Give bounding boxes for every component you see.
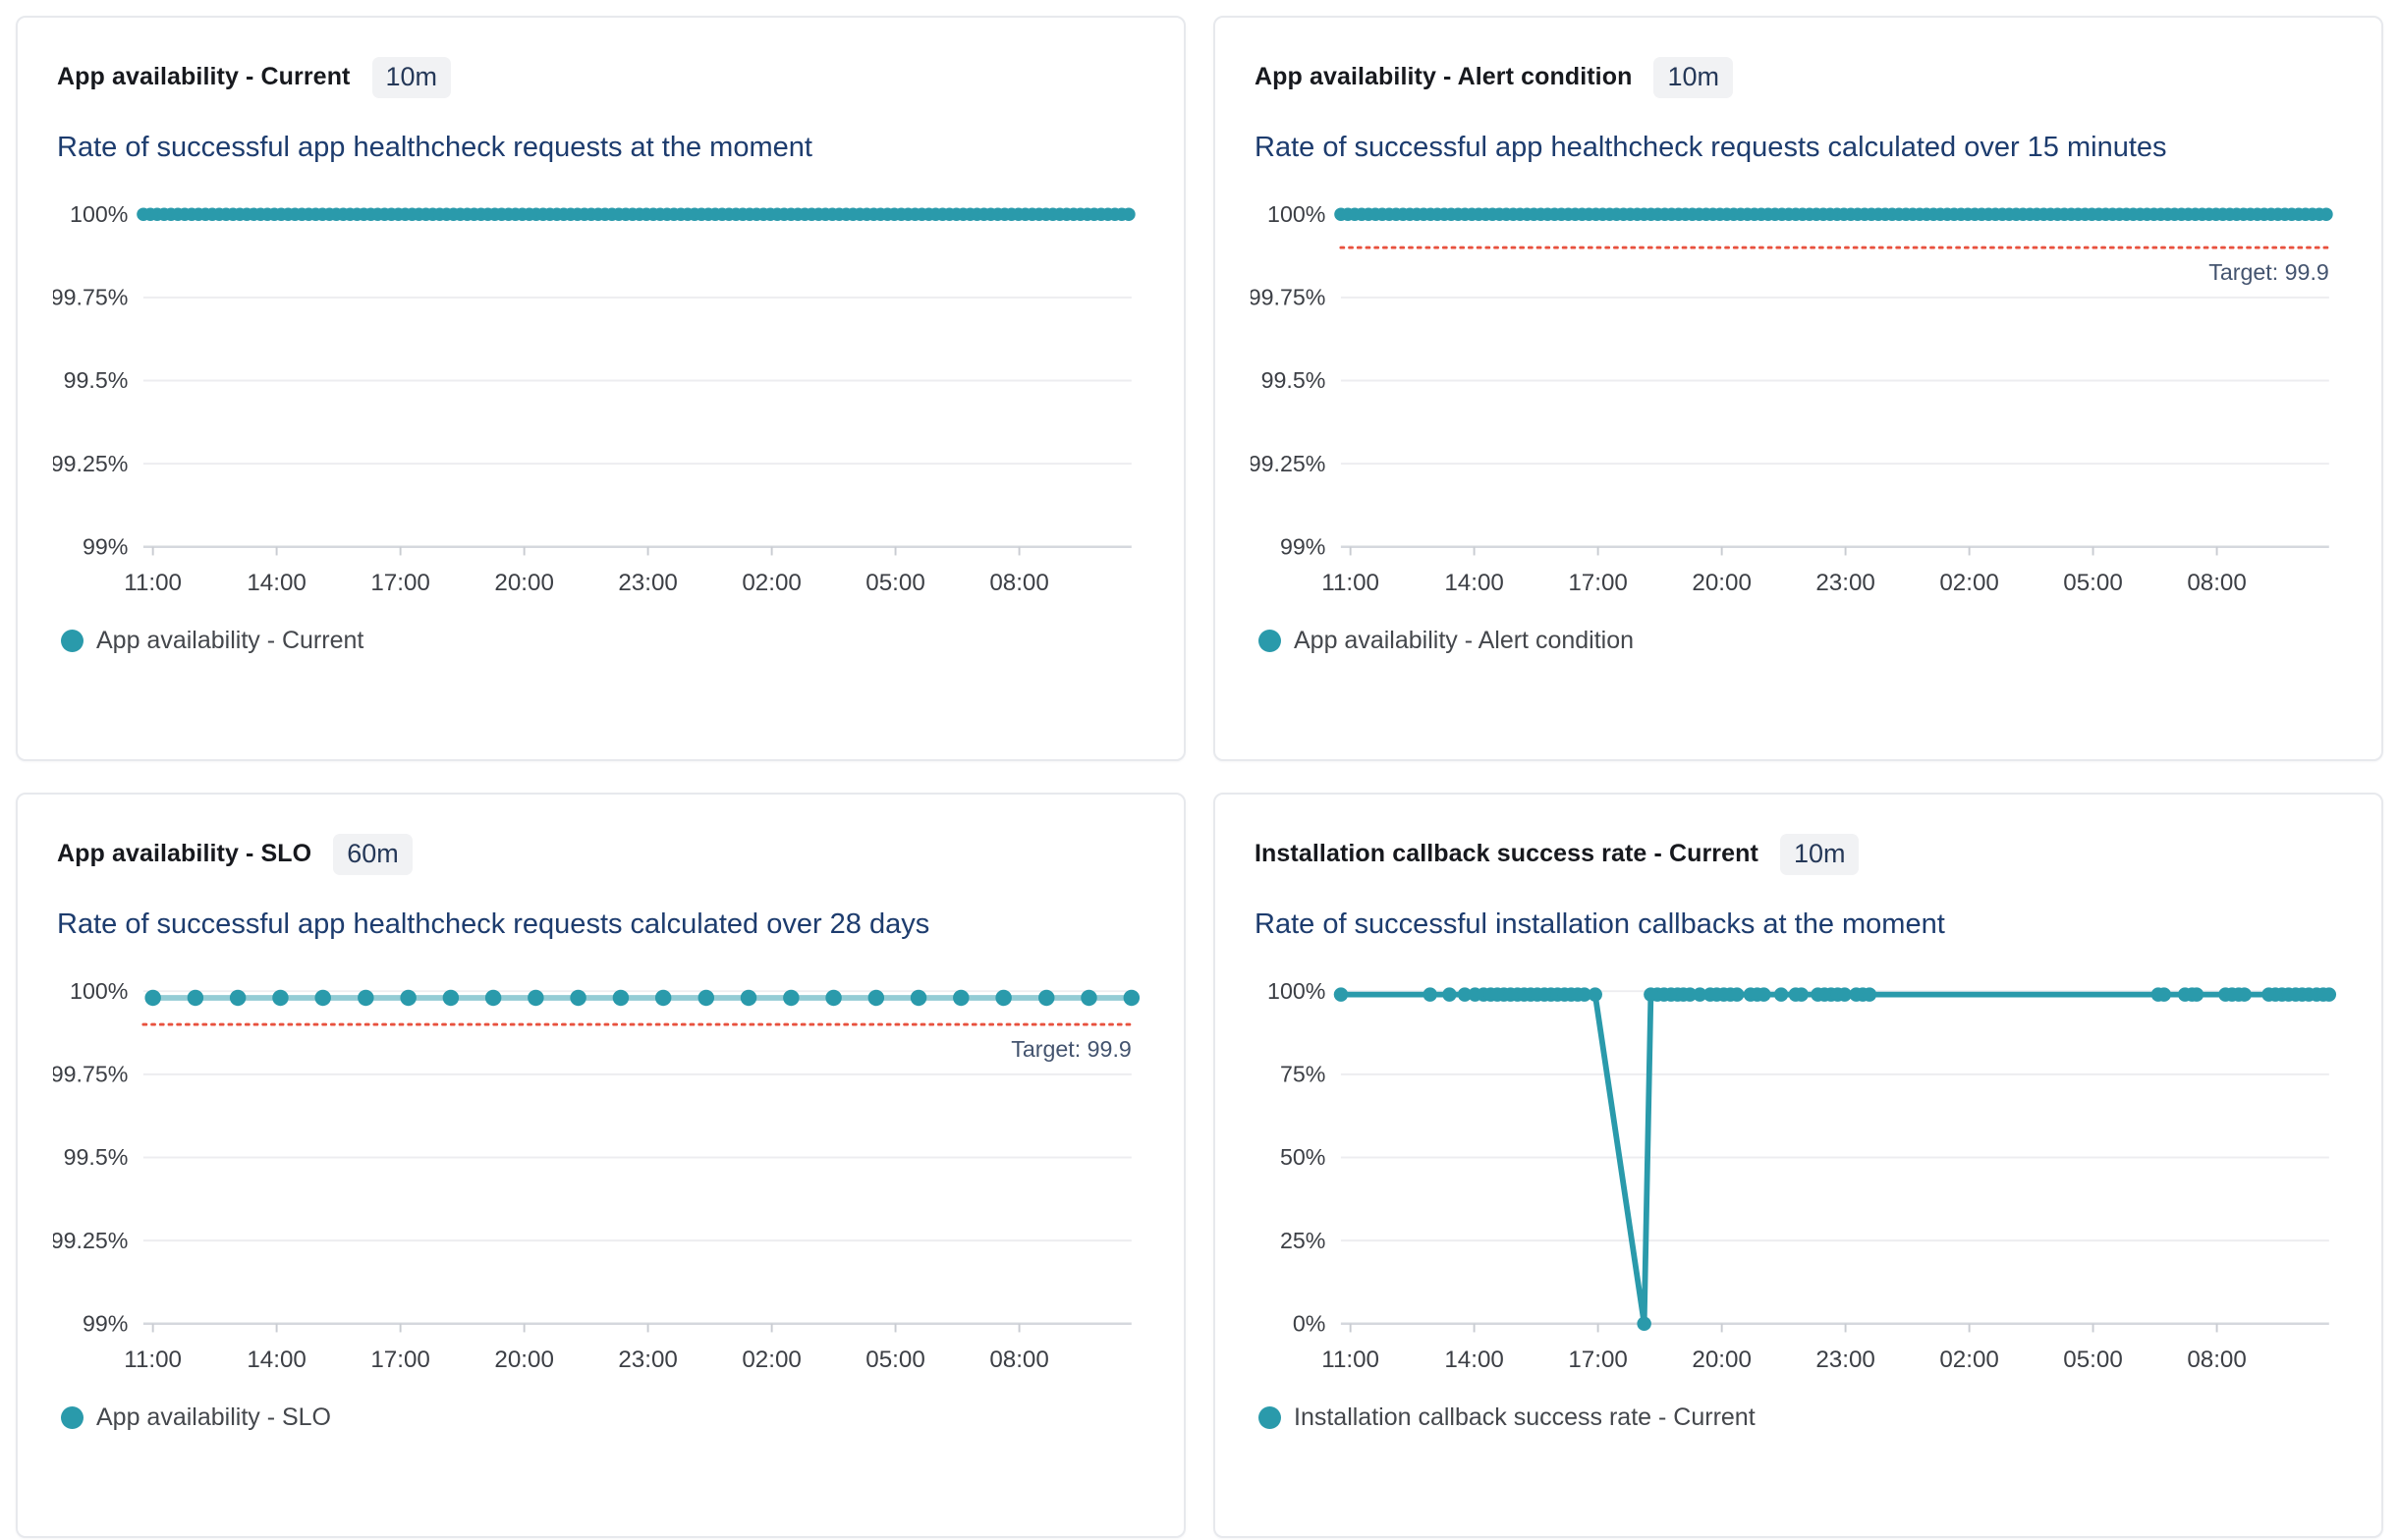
svg-text:14:00: 14:00 (247, 570, 307, 596)
svg-text:05:00: 05:00 (2063, 1347, 2123, 1373)
svg-text:11:00: 11:00 (124, 1347, 182, 1373)
svg-text:11:00: 11:00 (1321, 570, 1379, 596)
svg-text:75%: 75% (1280, 1061, 1325, 1086)
svg-text:99.5%: 99.5% (1261, 367, 1326, 393)
svg-text:99.25%: 99.25% (53, 1228, 128, 1253)
legend-series-label: App availability - SLO (96, 1402, 332, 1431)
svg-text:100%: 100% (70, 201, 128, 227)
svg-text:25%: 25% (1280, 1228, 1325, 1253)
svg-text:23:00: 23:00 (618, 1347, 678, 1373)
svg-text:Target: 99.9: Target: 99.9 (2208, 259, 2329, 285)
legend-series-dot (61, 1405, 84, 1429)
svg-text:99.5%: 99.5% (64, 1144, 129, 1170)
svg-text:99.75%: 99.75% (53, 1061, 128, 1086)
availability-current-line-chart: 100% 99.75% 99.5% 99.25% 99% 11:00 14:00 17:00 2… (53, 201, 1136, 596)
card-header: Installation callback success rate - Cur… (1255, 834, 2346, 875)
legend-series-label: App availability - Alert condition (1294, 626, 1635, 654)
svg-text:14:00: 14:00 (1444, 1347, 1504, 1373)
svg-text:23:00: 23:00 (1815, 570, 1875, 596)
card-header: App availability - SLO 60m (57, 834, 1148, 875)
svg-text:0%: 0% (1293, 1310, 1326, 1336)
granularity-badge: 10m (1653, 57, 1733, 98)
svg-text:17:00: 17:00 (370, 570, 430, 596)
svg-text:99.75%: 99.75% (1251, 284, 1325, 309)
svg-text:08:00: 08:00 (2187, 570, 2246, 596)
svg-text:23:00: 23:00 (618, 570, 678, 596)
svg-text:20:00: 20:00 (494, 1347, 554, 1373)
svg-text:50%: 50% (1280, 1144, 1325, 1170)
svg-text:02:00: 02:00 (742, 570, 802, 596)
chart-title: Installation callback success rate - Cur… (1255, 840, 1758, 868)
granularity-badge: 10m (1779, 834, 1860, 875)
chart-card-app-availability-alert-condition: App availability - Alert condition 10m R… (1213, 16, 2383, 761)
chart-title: App availability - Alert condition (1255, 63, 1633, 91)
svg-text:17:00: 17:00 (1568, 1347, 1628, 1373)
card-header: App availability - Alert condition 10m (1255, 57, 2346, 98)
svg-text:20:00: 20:00 (1692, 570, 1752, 596)
chart-card-installation-callback-success-rate: Installation callback success rate - Cur… (1213, 793, 2383, 1538)
svg-text:05:00: 05:00 (865, 1347, 925, 1373)
svg-text:99%: 99% (1280, 533, 1325, 559)
svg-text:08:00: 08:00 (989, 570, 1048, 596)
availability-slo-line-chart: 100% 99.75% 99.5% 99.25% 99% 11:00 14:00 17:00 2… (53, 978, 1141, 1373)
legend: App availability - SLO (61, 1403, 1148, 1432)
svg-text:17:00: 17:00 (370, 1347, 430, 1373)
svg-text:100%: 100% (1267, 978, 1325, 1004)
svg-text:23:00: 23:00 (1815, 1347, 1875, 1373)
svg-text:02:00: 02:00 (1939, 570, 1999, 596)
svg-text:99%: 99% (83, 533, 128, 559)
svg-text:99.75%: 99.75% (53, 284, 128, 309)
chart-subtitle: Rate of successful app healthcheck reque… (57, 908, 930, 940)
installation-callback-line-chart: 100% 75% 50% 25% 0% 11:00 14:00 17:00 20:00 23:00… (1267, 978, 2337, 1373)
dashboard-grid: App availability - Current 10m Rate of s… (16, 16, 2383, 1538)
legend-series-label: Installation callback success rate - Cur… (1294, 1402, 1756, 1431)
svg-text:05:00: 05:00 (865, 570, 925, 596)
card-header: App availability - Current 10m (57, 57, 1148, 98)
svg-text:08:00: 08:00 (2187, 1347, 2246, 1373)
granularity-badge: 60m (333, 834, 413, 875)
chart-subtitle: Rate of successful app healthcheck reque… (1255, 131, 2167, 163)
svg-text:02:00: 02:00 (742, 1347, 802, 1373)
chart-subtitle: Rate of successful installation callback… (1255, 908, 1945, 940)
legend: App availability - Current (61, 627, 1148, 655)
legend-series-dot (1258, 1405, 1281, 1429)
chart-subtitle: Rate of successful app healthcheck reque… (57, 131, 812, 163)
availability-alert-line-chart: 100% 99.75% 99.5% 99.25% 99% 11:00 14:00 17:00 2… (1251, 201, 2333, 596)
svg-text:20:00: 20:00 (1692, 1347, 1752, 1373)
svg-text:14:00: 14:00 (1444, 570, 1504, 596)
svg-text:17:00: 17:00 (1568, 570, 1628, 596)
chart-title: App availability - Current (57, 63, 351, 91)
svg-text:11:00: 11:00 (1321, 1347, 1379, 1373)
legend-series-dot (61, 629, 84, 652)
svg-text:100%: 100% (1267, 201, 1325, 227)
svg-text:11:00: 11:00 (124, 570, 182, 596)
svg-text:02:00: 02:00 (1939, 1347, 1999, 1373)
legend: Installation callback success rate - Cur… (1258, 1403, 2346, 1432)
svg-text:08:00: 08:00 (989, 1347, 1048, 1373)
legend-series-label: App availability - Current (96, 626, 364, 654)
svg-text:14:00: 14:00 (247, 1347, 307, 1373)
chart-card-app-availability-current: App availability - Current 10m Rate of s… (16, 16, 1186, 761)
svg-text:Target: 99.9: Target: 99.9 (1011, 1036, 1132, 1062)
svg-text:20:00: 20:00 (494, 570, 554, 596)
chart-title: App availability - SLO (57, 840, 312, 868)
svg-text:99%: 99% (83, 1310, 128, 1336)
chart-card-app-availability-slo: App availability - SLO 60m Rate of succe… (16, 793, 1186, 1538)
granularity-badge: 10m (371, 57, 452, 98)
svg-text:99.25%: 99.25% (1251, 451, 1325, 476)
legend-series-dot (1258, 629, 1281, 652)
svg-text:99.5%: 99.5% (64, 367, 129, 393)
svg-text:05:00: 05:00 (2063, 570, 2123, 596)
svg-text:100%: 100% (70, 978, 128, 1004)
legend: App availability - Alert condition (1258, 627, 2346, 655)
svg-text:99.25%: 99.25% (53, 451, 128, 476)
